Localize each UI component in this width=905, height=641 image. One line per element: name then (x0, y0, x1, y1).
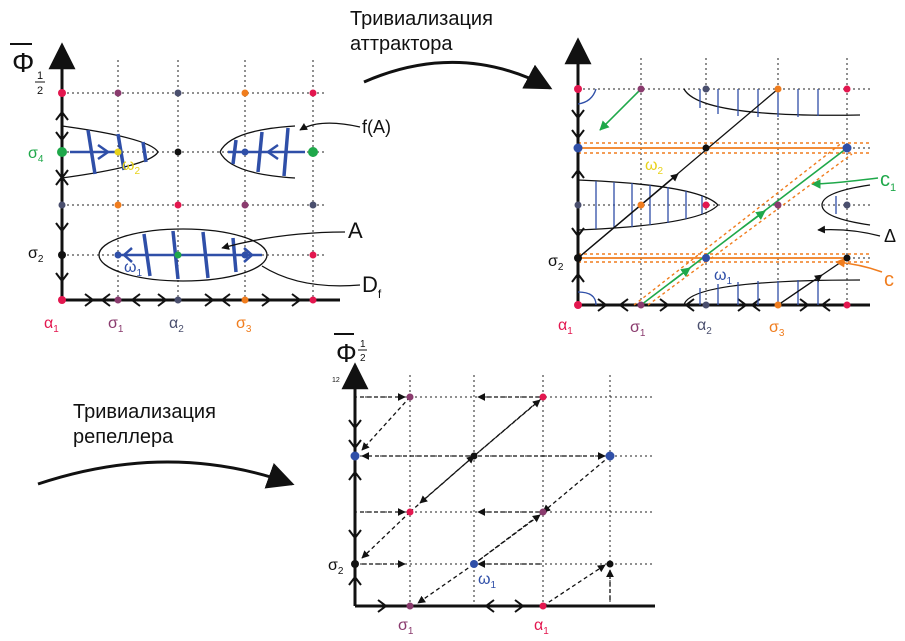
panel-1: Φ 1 2 σ4 σ2 α1 σ1 α2 σ3 ω2 ω1 f(A) A Df (10, 42, 391, 335)
panel2-green-lines (599, 88, 879, 306)
panel3-phi-bar: Φ (336, 338, 357, 368)
panel1-Df-pointer (261, 265, 361, 287)
panel2-c-pointer (835, 257, 883, 273)
panel1-Df-label: Df (362, 272, 382, 301)
panel2-black-diagonals (577, 88, 848, 306)
panel1-right-basin (219, 125, 296, 179)
attractor-caption-line2: аттрактора (350, 33, 453, 55)
panel3-labels: σ1 α1 σ2 ω1 (328, 557, 549, 637)
panel1-half-top: 1 (37, 70, 43, 82)
panel1-fA-pointer (299, 122, 361, 131)
panel1-x-axis-arrows (84, 293, 302, 307)
panel2-corner-basin-bottom (577, 291, 597, 306)
panel2-right-basin (821, 184, 871, 226)
panel2-delta-label: Δ (884, 226, 896, 246)
panel2-top-basin (683, 88, 861, 116)
panel2-omega2-label: ω2 (645, 157, 664, 177)
panel2-left-basin (577, 179, 719, 231)
panel3-omega1-label: ω1 (478, 571, 497, 591)
panel3-sigma2-label: σ2 (328, 557, 344, 577)
panel3-corner-label: 12 (332, 377, 340, 384)
panel2-c-label: c (884, 269, 894, 291)
panel2-c1-label: c1 (880, 169, 896, 194)
panel2-delta-pointer (817, 225, 881, 237)
panel1-sigma4-label: σ4 (28, 145, 44, 165)
panel3-x-axis-arrows (377, 599, 525, 613)
panel1-omega1-label: ω1 (124, 259, 143, 279)
panel3-sigma1-label: σ1 (398, 617, 414, 636)
panel2-bottom-basin-hatch (699, 280, 819, 305)
panel3-points (350, 393, 615, 610)
panel3-half-bottom: 2 (360, 353, 366, 364)
panel1-ellipse-df (98, 228, 268, 282)
panel2-y-axis-arrows (571, 109, 585, 283)
panel3-half-top: 1 (360, 339, 366, 350)
panel2-top-basin-hatch (699, 89, 819, 117)
panel1-sigma2-label: σ2 (28, 245, 44, 265)
panel3-y-axis-arrows (348, 419, 362, 586)
panel3-alpha1-label: α1 (534, 617, 549, 636)
repeller-caption-line1: Тривиализация (73, 401, 216, 423)
panel1-sigma3-label: σ3 (236, 315, 252, 335)
panel-2: α1 σ1 α2 σ3 σ2 ω2 ω1 c1 Δ c (548, 37, 896, 339)
panel1-points (57, 89, 318, 304)
panel2-sigma2-label: σ2 (548, 253, 564, 273)
panel3-axis-symbol: Φ 1 2 12 (332, 333, 367, 384)
panel-3: Φ 1 2 12 (328, 333, 655, 637)
panel1-labels: Φ 1 2 σ4 σ2 α1 σ1 α2 σ3 ω2 ω1 f(A) A Df (10, 43, 391, 335)
panel2-sigma1-label: σ1 (630, 319, 646, 339)
attractor-arrow (363, 60, 553, 90)
attractor-caption-line1: Тривиализация (350, 8, 493, 30)
panel1-y-axis-arrows (55, 110, 69, 283)
panel2-bottom-basin (683, 279, 861, 306)
panel1-A-pointer (221, 231, 346, 250)
panel1-alpha1-label: α1 (44, 315, 59, 335)
panel1-omega2-label: ω2 (122, 157, 141, 177)
panel2-alpha2-label: α2 (697, 317, 712, 337)
repeller-caption-line2: репеллера (73, 426, 174, 448)
panel2-alpha1-label: α1 (558, 317, 573, 337)
panel2-left-basin-hatch (595, 181, 703, 229)
panel2-corner-basin-top (577, 88, 597, 105)
panel1-left-basin (61, 125, 159, 179)
panel1-phi-bar: Φ (12, 47, 34, 78)
panel1-half-bottom: 2 (37, 85, 43, 97)
repeller-arrow (37, 460, 295, 489)
panel1-grid (62, 60, 325, 300)
panel2-orange-diagonals (633, 141, 853, 306)
panel1-right-basin-hatch (228, 127, 305, 177)
panel2-x-axis-arrows (597, 298, 831, 312)
panel2-labels: α1 σ1 α2 σ3 σ2 ω2 ω1 c1 Δ c (548, 157, 896, 339)
panel2-points (573, 85, 852, 309)
panel1-fA-label: f(A) (362, 117, 391, 137)
panel3-dashed-trajectories (360, 393, 614, 607)
panel1-alpha2-label: α2 (169, 315, 184, 335)
panel2-orange-bands (578, 142, 870, 263)
panel1-A-label: A (348, 218, 363, 243)
panel2-sigma3-label: σ3 (769, 319, 785, 339)
panel2-omega1-label: ω1 (714, 267, 733, 287)
panel1-sigma1-label: σ1 (108, 315, 124, 335)
